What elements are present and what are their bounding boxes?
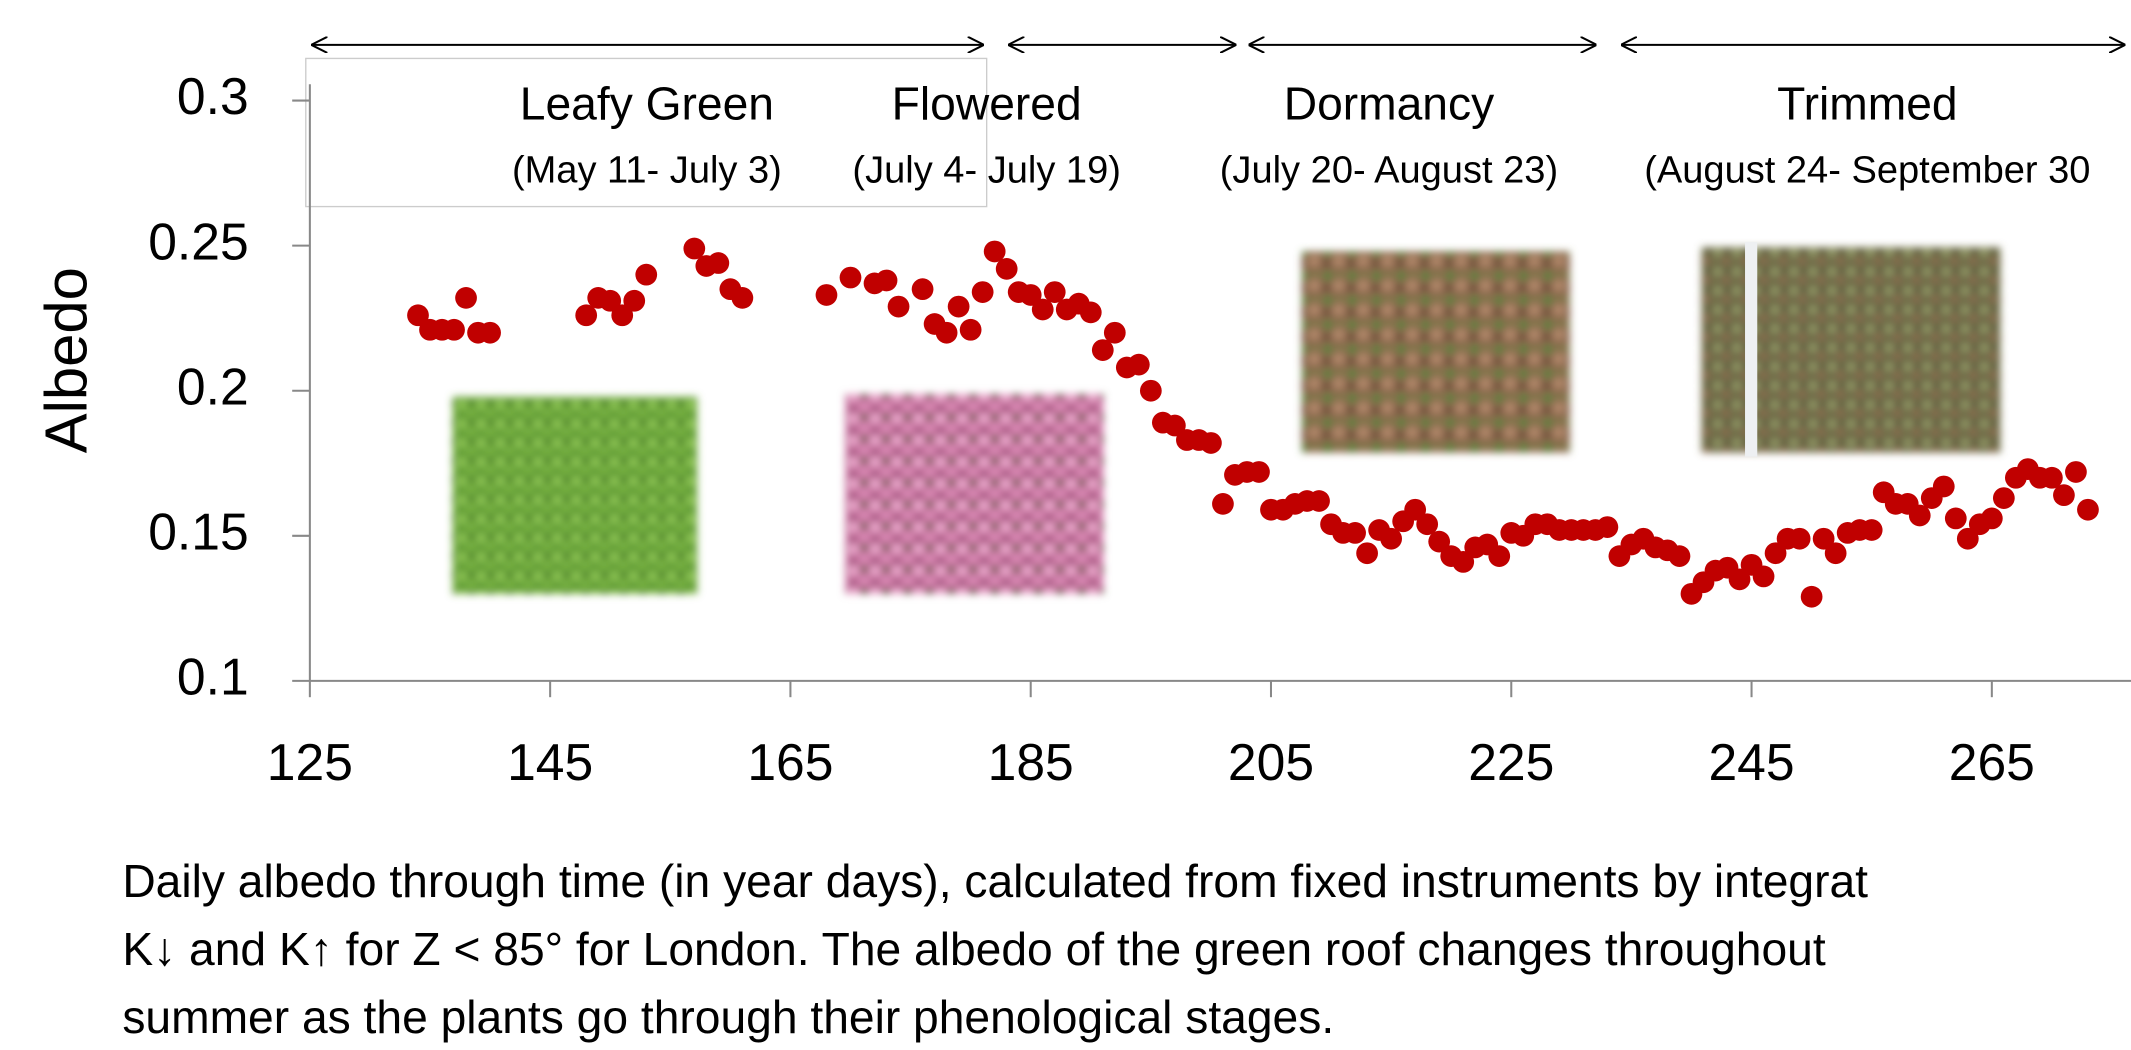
data-point (1140, 380, 1162, 402)
photo-flowered (845, 394, 1103, 594)
caption-line: summer as the plants go through their ph… (122, 991, 1334, 1043)
phase-dates: (May 11- July 3) (512, 150, 782, 192)
data-point (1789, 528, 1811, 550)
data-point (1356, 542, 1378, 564)
y-tick-label: 0.1 (177, 648, 249, 706)
photo-dormancy (1302, 251, 1570, 452)
data-point (2065, 461, 2087, 483)
data-point (1597, 516, 1619, 538)
x-tick-label: 145 (507, 733, 593, 791)
x-tick-label: 165 (747, 733, 833, 791)
x-tick-label: 205 (1228, 733, 1314, 791)
data-point (996, 258, 1018, 280)
y-tick-label: 0.15 (148, 502, 248, 560)
data-point (2077, 499, 2099, 521)
photo-leafy (453, 397, 698, 594)
data-point (1344, 522, 1366, 544)
data-point (1933, 476, 1955, 498)
data-point (1669, 545, 1691, 567)
data-point (1801, 586, 1823, 608)
data-point (1753, 566, 1775, 588)
data-point (1861, 519, 1883, 541)
y-tick-label: 0.2 (177, 357, 249, 415)
phase-name: Flowered (892, 78, 1082, 130)
data-point (1128, 354, 1150, 376)
data-point (1212, 493, 1234, 515)
data-point (912, 278, 934, 300)
x-tick-label: 245 (1708, 733, 1794, 791)
x-tick-label: 265 (1949, 733, 2035, 791)
data-point (888, 296, 910, 318)
data-point (1488, 545, 1510, 567)
photo-pole (1745, 242, 1757, 457)
data-point (443, 319, 465, 341)
chart: Albedo 0.1 0.15 0.2 0.25 0.3 125 145 165 185 205 2… (0, 0, 2131, 1050)
data-point (1308, 490, 1330, 512)
data-point (1248, 461, 1270, 483)
phase-dates: (July 20- August 23) (1220, 150, 1558, 192)
data-point (1200, 432, 1222, 454)
data-point (840, 267, 862, 289)
data-point (936, 322, 958, 344)
data-point (2053, 484, 2075, 506)
data-point (1825, 542, 1847, 564)
data-point (707, 252, 729, 274)
data-point (876, 270, 898, 292)
data-point (1981, 508, 2003, 530)
data-point (1104, 322, 1126, 344)
x-tick-label: 185 (988, 733, 1074, 791)
x-tick-label: 125 (267, 733, 353, 791)
data-point (635, 264, 657, 286)
y-tick-label: 0.3 (177, 67, 249, 125)
data-point (960, 319, 982, 341)
phase-name: Leafy Green (520, 78, 774, 130)
data-point (1080, 302, 1102, 324)
phase-dates: (July 4- July 19) (852, 150, 1121, 192)
data-point (1945, 508, 1967, 530)
data-point (972, 281, 994, 303)
phase-name: Trimmed (1777, 78, 1957, 130)
y-axis-label: Albedo (32, 267, 99, 453)
y-tick-label: 0.25 (148, 212, 248, 270)
phase-dates: (August 24- September 30 (1644, 150, 2090, 192)
phase-name: Dormancy (1284, 78, 1494, 130)
x-tick-label: 225 (1468, 733, 1554, 791)
data-point (816, 284, 838, 306)
data-point (479, 322, 501, 344)
caption-line: K↓ and K↑ for Z < 85° for London. The al… (122, 923, 1826, 975)
data-point (623, 290, 645, 312)
data-point (731, 287, 753, 309)
data-point (1993, 487, 2015, 509)
caption-line: Daily albedo through time (in year days)… (122, 855, 1868, 907)
data-point (455, 287, 477, 309)
data-point (948, 296, 970, 318)
